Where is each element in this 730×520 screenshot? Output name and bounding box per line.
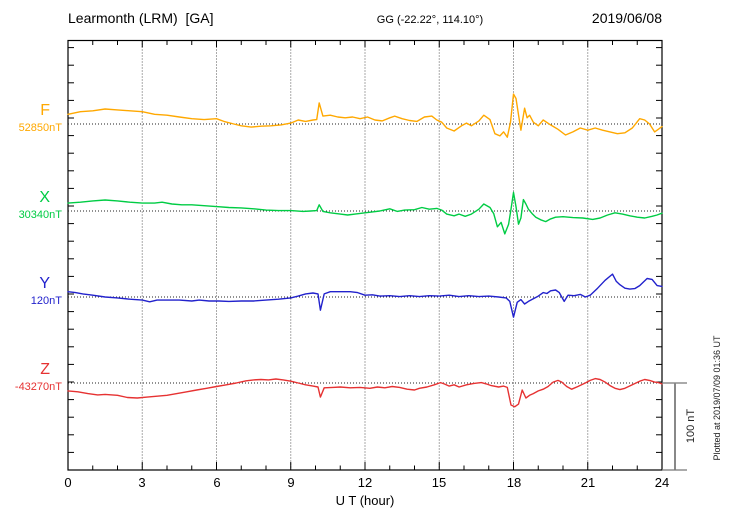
trace-Z [67,377,663,408]
trace-baseline-X: 30340nT [18,209,62,221]
trace-baseline-Y: 120nT [30,295,62,307]
x-axis-title: U T (hour) [335,493,395,508]
x-tick-label-15: 15 [431,475,447,490]
trace-label-F: F 52850nT [0,103,62,134]
plot-date: 2019/06/08 [591,10,662,26]
scale-bar-label: 100 nT [685,408,697,444]
geographic-coordinates: GG (-22.22°, 114.10°) [376,14,484,26]
x-tick-label-12: 12 [357,475,373,490]
x-tick-label-24: 24 [654,475,670,490]
station-title: Learmonth (LRM) [GA] [68,10,214,26]
trace-label-X: X 30340nT [0,190,62,221]
x-tick-label-9: 9 [287,475,295,490]
trace-letter-X: X [39,189,50,206]
trace-Y [67,273,663,318]
trace-label-Y: Y 120nT [0,276,62,307]
trace-F [67,93,663,138]
x-tick-label-3: 3 [138,475,146,490]
trace-X [67,191,663,235]
trace-baseline-F: 52850nT [18,122,62,134]
plotted-at-note: Plotted at 2019/07/09 01:36 UT [712,335,722,461]
trace-baseline-Z: -43270nT [14,381,62,393]
x-tick-label-18: 18 [506,475,522,490]
x-tick-label-0: 0 [64,475,72,490]
trace-letter-Y: Y [39,275,50,292]
trace-label-Z: Z -43270nT [0,362,62,393]
x-tick-label-21: 21 [580,475,596,490]
x-tick-label-6: 6 [213,475,221,490]
trace-letter-F: F [40,102,50,119]
trace-letter-Z: Z [40,361,50,378]
